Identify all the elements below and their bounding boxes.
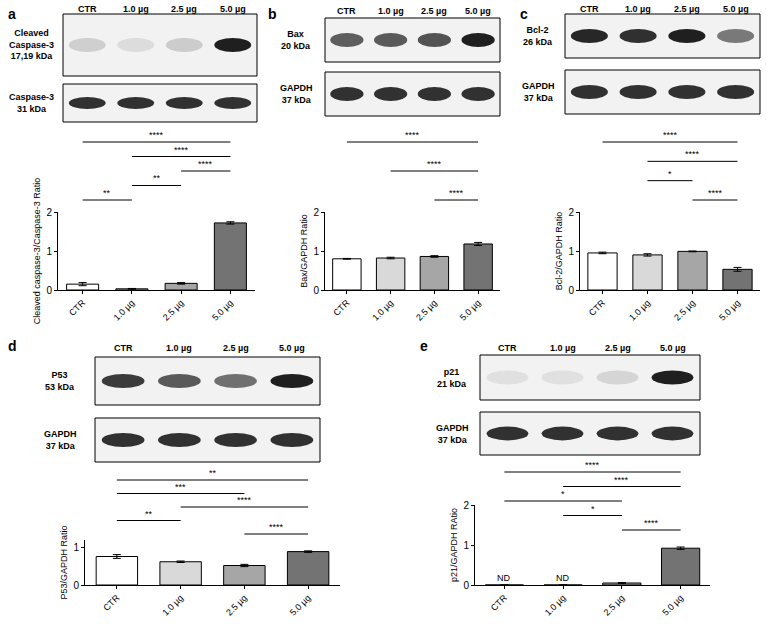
svg-text:ND: ND [497, 573, 510, 583]
svg-text:5.0 µg: 5.0 µg [288, 593, 313, 618]
svg-text:2.5 µg: 2.5 µg [224, 593, 249, 618]
svg-text:5.0 µg: 5.0 µg [220, 4, 246, 14]
svg-text:1: 1 [463, 540, 469, 551]
svg-text:GAPDH37 kDa: GAPDH37 kDa [44, 429, 77, 451]
svg-text:****: **** [585, 460, 600, 470]
svg-text:ND: ND [556, 573, 569, 583]
svg-text:1.0 µg: 1.0 µg [627, 298, 652, 323]
svg-text:0: 0 [73, 580, 79, 591]
svg-text:0: 0 [463, 580, 469, 591]
svg-text:1: 1 [568, 246, 574, 257]
svg-text:1.0 µg: 1.0 µg [160, 593, 185, 618]
svg-text:p2121 kDa: p2121 kDa [437, 367, 467, 389]
svg-text:CTR: CTR [114, 343, 133, 353]
svg-text:CTR: CTR [587, 297, 608, 318]
svg-text:**: ** [153, 173, 161, 183]
svg-text:1.0 µg: 1.0 µg [166, 343, 192, 353]
svg-text:1.0 µg: 1.0 µg [378, 6, 404, 16]
svg-text:***: *** [175, 482, 186, 492]
svg-text:CTR: CTR [489, 592, 510, 613]
svg-text:****: **** [174, 145, 189, 155]
svg-text:GAPDH37 kDa: GAPDH37 kDa [522, 81, 555, 103]
svg-text:**: ** [209, 468, 217, 478]
svg-text:****: **** [663, 130, 678, 140]
svg-text:1: 1 [313, 246, 319, 257]
svg-text:1.0 µg: 1.0 µg [543, 593, 568, 618]
svg-text:Bcl-226 kDa: Bcl-226 kDa [523, 25, 553, 47]
svg-text:P5353 kDa: P5353 kDa [45, 370, 75, 392]
svg-text:2: 2 [313, 207, 319, 218]
svg-text:5.0 µg: 5.0 µg [465, 6, 491, 16]
svg-text:0: 0 [46, 285, 52, 296]
svg-text:*: * [561, 489, 565, 499]
svg-text:****: **** [708, 188, 723, 198]
svg-text:CleavedCaspase-317,19 kDa: CleavedCaspase-317,19 kDa [9, 28, 54, 61]
svg-text:2.5 µg: 2.5 µg [161, 298, 186, 323]
svg-text:5.0 µg: 5.0 µg [279, 343, 305, 353]
svg-text:****: **** [269, 522, 284, 532]
svg-text:b: b [268, 6, 277, 22]
svg-text:P53/GAPDH Ratio: P53/GAPDH Ratio [59, 525, 69, 599]
svg-text:c: c [520, 6, 528, 22]
svg-text:2.5 µg: 2.5 µg [414, 298, 439, 323]
svg-text:d: d [8, 338, 17, 354]
svg-text:2.5 µg: 2.5 µg [223, 343, 249, 353]
svg-text:****: **** [198, 159, 213, 169]
svg-text:1.0 µg: 1.0 µg [370, 298, 395, 323]
svg-text:2.5 µg: 2.5 µg [171, 4, 197, 14]
svg-text:5.0 µg: 5.0 µg [717, 298, 742, 323]
svg-text:GAPDH37 kDa: GAPDH37 kDa [436, 423, 469, 445]
svg-text:****: **** [427, 159, 442, 169]
svg-text:CTR: CTR [101, 592, 122, 613]
svg-text:CTR: CTR [580, 4, 599, 14]
svg-text:Cleaved caspase-3/Caspase-3 Ra: Cleaved caspase-3/Caspase-3 Ratio [32, 178, 42, 325]
svg-text:CTR: CTR [337, 6, 356, 16]
svg-text:****: **** [405, 130, 420, 140]
svg-text:****: **** [685, 149, 700, 159]
svg-text:1.0 µg: 1.0 µg [112, 298, 137, 323]
svg-text:2.5 µg: 2.5 µg [674, 4, 700, 14]
svg-text:Bcl-2/GAPDH Ratio: Bcl-2/GAPDH Ratio [554, 212, 564, 291]
svg-text:GAPDH37 kDa: GAPDH37 kDa [280, 83, 313, 105]
svg-text:5.0 µg: 5.0 µg [660, 343, 686, 353]
svg-text:**: ** [103, 188, 111, 198]
svg-text:0: 0 [313, 285, 319, 296]
svg-text:**: ** [145, 509, 153, 519]
svg-text:5.0 µg: 5.0 µg [458, 298, 483, 323]
svg-text:*: * [591, 504, 595, 514]
svg-text:****: **** [614, 475, 629, 485]
svg-text:CTR: CTR [67, 297, 88, 318]
svg-text:2.5 µg: 2.5 µg [602, 593, 627, 618]
svg-text:p21/GAPDH RAtio: p21/GAPDH RAtio [449, 508, 459, 582]
svg-text:Bax20 kDa: Bax20 kDa [281, 29, 311, 51]
svg-text:0: 0 [568, 285, 574, 296]
svg-text:5.0 µg: 5.0 µg [723, 4, 749, 14]
svg-text:CTR: CTR [331, 297, 352, 318]
svg-text:CTR: CTR [498, 343, 517, 353]
svg-text:1: 1 [46, 246, 52, 257]
svg-text:2.5 µg: 2.5 µg [421, 6, 447, 16]
svg-text:2.5 µg: 2.5 µg [605, 343, 631, 353]
svg-text:5.0 µg: 5.0 µg [660, 593, 685, 618]
svg-text:1: 1 [73, 542, 79, 553]
svg-text:a: a [8, 6, 16, 22]
svg-text:2: 2 [568, 207, 574, 218]
svg-text:5.0 µg: 5.0 µg [210, 298, 235, 323]
svg-text:2.5 µg: 2.5 µg [672, 298, 697, 323]
svg-text:****: **** [237, 495, 252, 505]
svg-text:Bax/GAPDH Ratio: Bax/GAPDH Ratio [299, 214, 309, 288]
svg-text:2: 2 [463, 500, 469, 511]
svg-text:1.0 µg: 1.0 µg [123, 4, 149, 14]
svg-text:****: **** [449, 188, 464, 198]
svg-text:*: * [668, 169, 672, 179]
svg-text:e: e [420, 338, 428, 354]
svg-text:****: **** [644, 518, 659, 528]
svg-text:1.0 µg: 1.0 µg [625, 4, 651, 14]
svg-text:CTR: CTR [78, 4, 97, 14]
svg-text:1.0 µg: 1.0 µg [550, 343, 576, 353]
svg-text:2: 2 [46, 207, 52, 218]
svg-text:Caspase-331 kDa: Caspase-331 kDa [9, 92, 54, 114]
svg-text:****: **** [149, 130, 164, 140]
